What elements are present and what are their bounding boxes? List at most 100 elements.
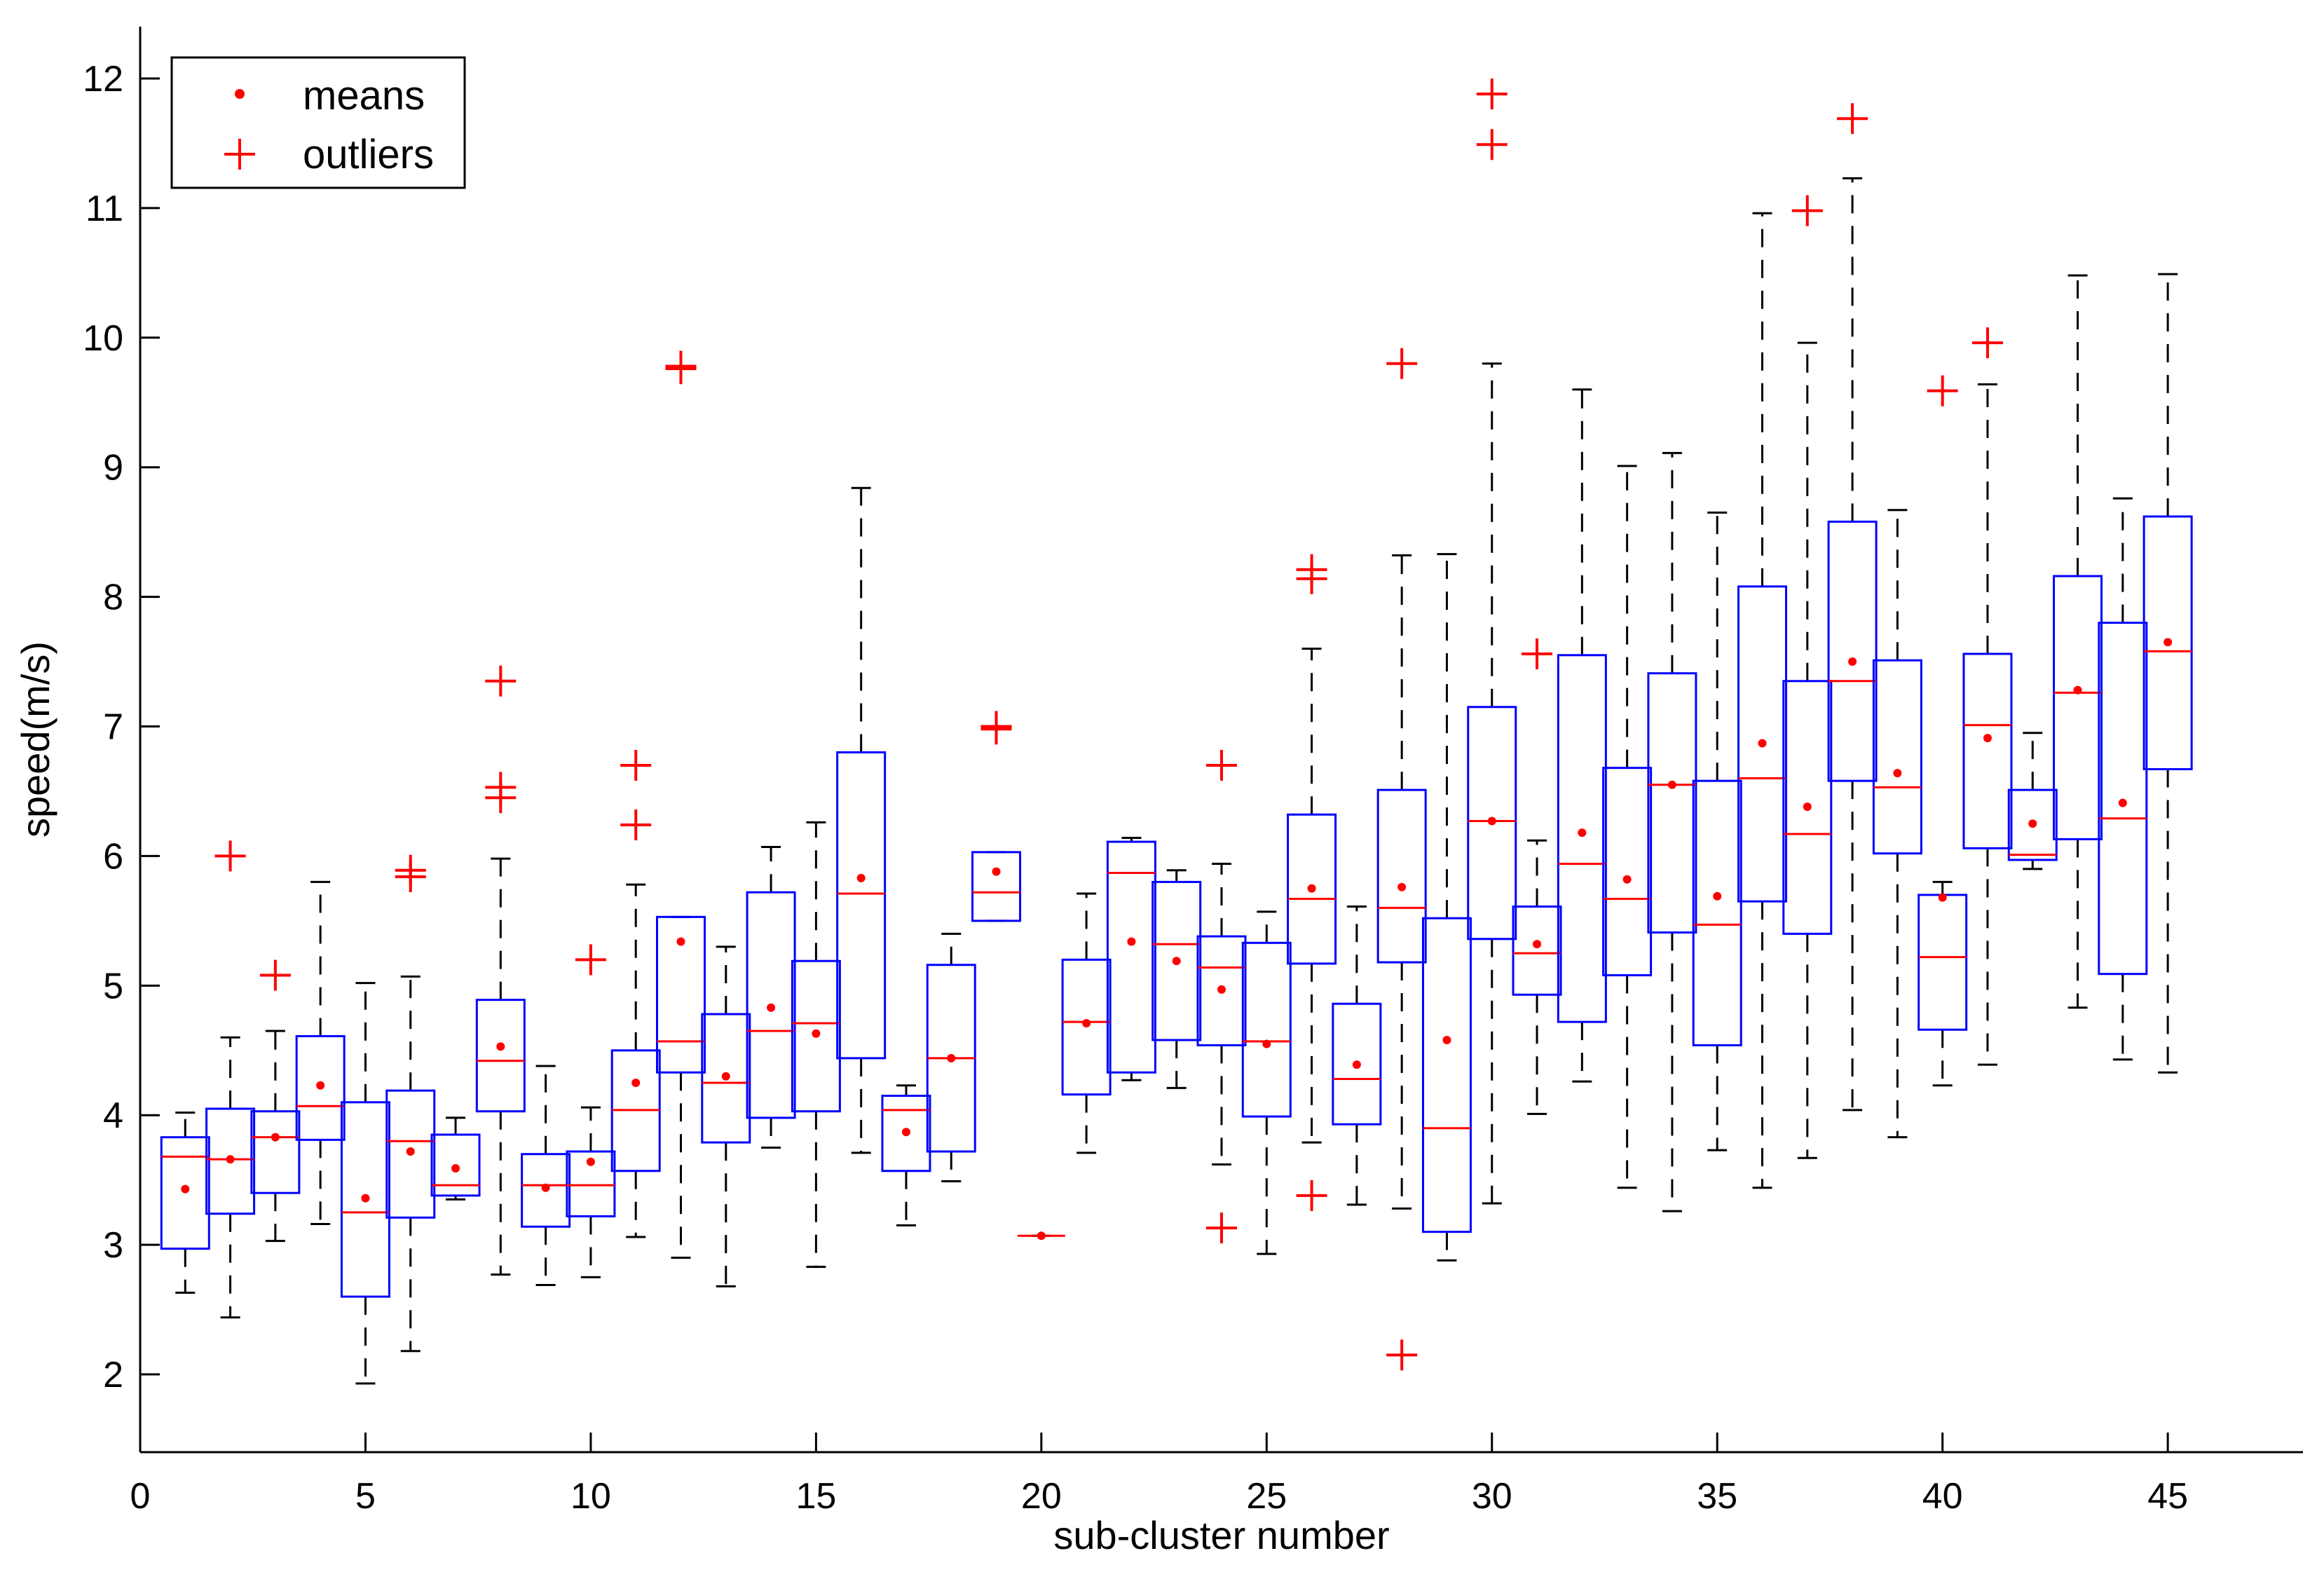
- iqr-box: [385, 1089, 436, 1219]
- mean-dot: [2118, 798, 2127, 807]
- mean-dot: [631, 1079, 641, 1088]
- box-group-11: [610, 749, 661, 1238]
- outlier-marker: [485, 772, 517, 803]
- outlier-marker: [620, 809, 652, 841]
- iqr-box: [1737, 585, 1787, 903]
- mean-dot: [406, 1147, 415, 1156]
- y-tick-label: 2: [103, 1355, 123, 1395]
- mean-dot: [676, 937, 685, 946]
- outlier-marker: [1296, 1180, 1327, 1211]
- x-axis-ticks: 0 5 10 15 20 25 30 35 40 45: [130, 1433, 2188, 1517]
- y-axis-label: speed(m/s): [13, 641, 57, 838]
- y-tick-label: 11: [86, 189, 123, 229]
- box-group-4: [295, 880, 346, 1226]
- iqr-box: [521, 1153, 571, 1228]
- iqr-box: [1061, 958, 1112, 1096]
- iqr-box: [205, 1107, 256, 1215]
- box-group-40: [1918, 375, 1968, 1087]
- plot-marks: [160, 78, 2193, 1385]
- iqr-box: [340, 1101, 390, 1298]
- iqr-box: [836, 751, 887, 1060]
- outlier-marker: [214, 840, 246, 872]
- mean-dot: [316, 1081, 325, 1090]
- y-tick-label: 7: [103, 707, 123, 748]
- mean-dot: [947, 1053, 956, 1062]
- outlier-marker: [1206, 1212, 1237, 1244]
- mean-dot: [1533, 940, 1542, 949]
- box-group-41: [1962, 327, 2013, 1066]
- mean-dot: [901, 1128, 910, 1137]
- mean-dot: [181, 1184, 190, 1194]
- iqr-box: [1106, 840, 1156, 1074]
- outlier-marker: [980, 711, 1012, 742]
- iqr-box: [791, 959, 841, 1113]
- mean-dot: [271, 1133, 280, 1142]
- mean-dot: [1758, 739, 1767, 748]
- mean-dot: [586, 1157, 595, 1166]
- y-tick-label: 12: [83, 59, 123, 100]
- x-tick-label: 25: [1246, 1476, 1287, 1517]
- iqr-box: [1557, 654, 1607, 1023]
- outlier-marker: [1837, 103, 1868, 135]
- box-group-32: [1557, 388, 1607, 1083]
- outlier-marker: [665, 350, 697, 382]
- y-tick-label: 6: [103, 836, 123, 877]
- box-group-42: [2007, 732, 2058, 870]
- iqr-box: [1287, 813, 1337, 965]
- x-tick-label: 10: [570, 1476, 611, 1517]
- box-group-28: [1376, 348, 1427, 1371]
- y-tick-label: 9: [103, 448, 123, 488]
- box-group-37: [1782, 195, 1833, 1159]
- box-group-5: [340, 982, 390, 1385]
- mean-dot: [1127, 937, 1136, 946]
- outlier-marker: [1476, 78, 1508, 110]
- x-tick-label: 15: [795, 1476, 836, 1517]
- iqr-box: [566, 1150, 616, 1217]
- box-group-16: [836, 486, 887, 1154]
- mean-dot: [1667, 780, 1676, 789]
- x-tick-label: 5: [355, 1476, 376, 1517]
- box-group-8: [475, 665, 526, 1276]
- legend: means outliers: [170, 56, 466, 189]
- box-group-27: [1332, 905, 1382, 1206]
- x-axis-label: sub-cluster number: [1053, 1513, 1389, 1557]
- outlier-marker: [259, 959, 291, 991]
- box-group-25: [1241, 910, 1292, 1255]
- box-group-24: [1196, 749, 1247, 1244]
- x-tick-label: 30: [1472, 1476, 1512, 1517]
- iqr-box: [1827, 520, 1878, 782]
- mean-dot: [1217, 985, 1226, 994]
- mean-dot: [541, 1183, 550, 1192]
- outlier-marker: [1386, 348, 1418, 379]
- legend-box: [170, 56, 466, 189]
- iqr-box: [1332, 1002, 1382, 1126]
- iqr-box: [2053, 575, 2103, 840]
- y-tick-label: 5: [103, 966, 123, 1006]
- mean-dot: [992, 867, 1001, 876]
- outlier-marker: [575, 944, 606, 976]
- mean-dot: [496, 1042, 505, 1051]
- box-group-22: [1106, 837, 1156, 1081]
- mean-dot: [2073, 685, 2082, 695]
- box-group-12: [656, 350, 706, 1259]
- iqr-box: [1241, 941, 1292, 1118]
- mean-dot: [1172, 957, 1181, 966]
- mean-dot: [1893, 769, 1902, 778]
- box-group-34: [1647, 451, 1697, 1212]
- box-group-26: [1287, 554, 1337, 1211]
- box-group-36: [1737, 212, 1787, 1189]
- iqr-box: [475, 999, 526, 1113]
- outlier-marker: [620, 749, 652, 781]
- box-group-14: [746, 845, 796, 1149]
- box-group-15: [791, 821, 841, 1269]
- x-tick-label: 0: [130, 1476, 151, 1517]
- iqr-box: [2007, 788, 2058, 861]
- box-group-9: [521, 1065, 571, 1286]
- mean-dot: [1037, 1231, 1046, 1240]
- iqr-box: [160, 1136, 210, 1250]
- iqr-box: [1647, 672, 1697, 934]
- iqr-box: [1872, 659, 1922, 855]
